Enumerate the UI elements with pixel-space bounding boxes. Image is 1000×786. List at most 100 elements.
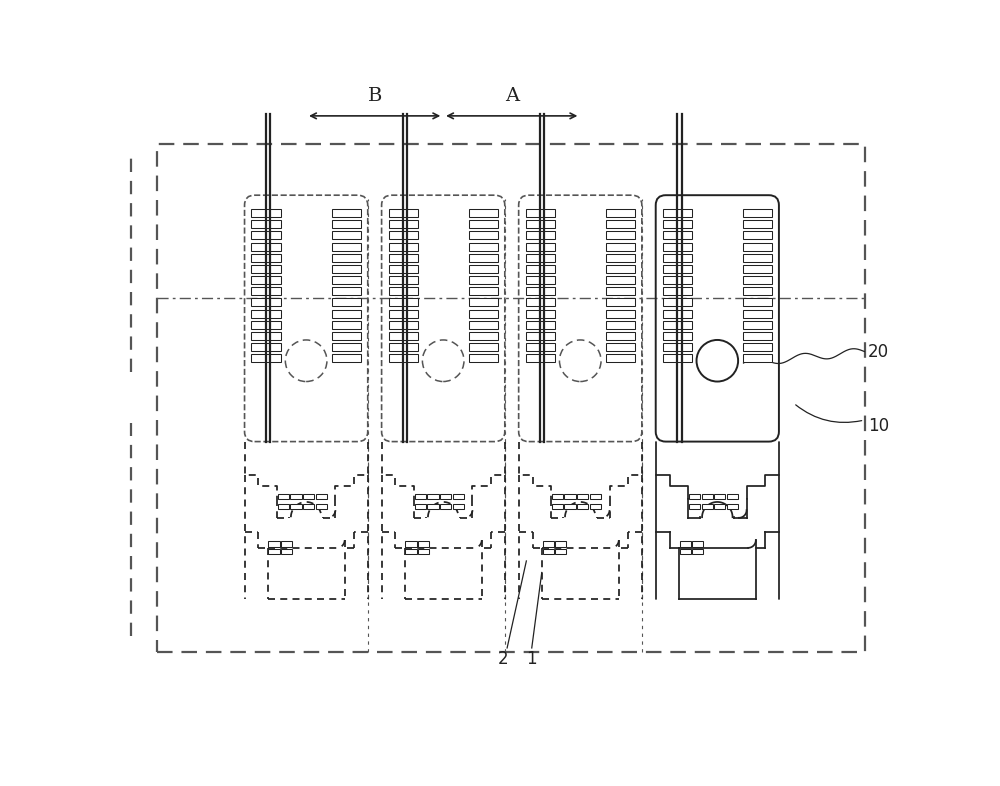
Bar [389, 231, 418, 240]
Bar [389, 287, 418, 296]
Bar [389, 321, 418, 329]
Bar [692, 541, 703, 547]
Bar [663, 220, 692, 228]
Bar [606, 299, 635, 307]
Bar [332, 332, 361, 340]
Bar [469, 265, 498, 273]
Bar [663, 243, 692, 251]
Bar [526, 243, 555, 251]
Bar [743, 332, 772, 340]
Bar [526, 332, 555, 340]
Bar [606, 243, 635, 251]
Bar [663, 299, 692, 307]
Bar [543, 549, 554, 554]
Bar [526, 231, 555, 240]
Bar [251, 231, 281, 240]
Bar [526, 299, 555, 307]
Bar [606, 276, 635, 284]
Bar [453, 494, 464, 499]
Bar [552, 494, 563, 499]
Bar [418, 541, 429, 547]
Bar [727, 504, 738, 509]
Bar [332, 343, 361, 351]
Bar [389, 276, 418, 284]
Bar [526, 254, 555, 262]
Bar [590, 504, 601, 509]
Bar [332, 265, 361, 273]
Bar [251, 332, 281, 340]
Bar [469, 321, 498, 329]
Bar [251, 287, 281, 296]
Bar [332, 243, 361, 251]
Bar [680, 541, 691, 547]
Bar [469, 231, 498, 240]
Bar [415, 494, 426, 499]
Bar [663, 332, 692, 340]
Bar [316, 504, 327, 509]
Bar [606, 354, 635, 362]
Bar [332, 220, 361, 228]
Bar [743, 265, 772, 273]
Bar [663, 321, 692, 329]
Bar [268, 541, 280, 547]
Bar [389, 243, 418, 251]
Bar [389, 310, 418, 318]
Bar [606, 231, 635, 240]
Bar [389, 332, 418, 340]
Bar [157, 144, 865, 652]
Bar [332, 354, 361, 362]
Bar [714, 494, 725, 499]
Bar [743, 243, 772, 251]
Bar [281, 549, 292, 554]
Bar [278, 494, 289, 499]
Bar [606, 321, 635, 329]
Text: 2: 2 [498, 651, 509, 669]
Bar [555, 541, 566, 547]
Bar [389, 265, 418, 273]
Bar [606, 265, 635, 273]
Bar [714, 504, 725, 509]
Bar [663, 310, 692, 318]
Bar [427, 504, 439, 509]
Bar [469, 243, 498, 251]
Bar [663, 287, 692, 296]
Bar [389, 343, 418, 351]
Bar [251, 220, 281, 228]
Bar [663, 254, 692, 262]
Bar [389, 299, 418, 307]
Text: 10: 10 [868, 417, 889, 435]
Bar [606, 254, 635, 262]
Bar [332, 209, 361, 217]
Bar [526, 343, 555, 351]
Bar [278, 504, 289, 509]
Bar [332, 310, 361, 318]
Bar [564, 504, 576, 509]
Bar [251, 299, 281, 307]
Bar [251, 254, 281, 262]
Bar [743, 209, 772, 217]
Bar [727, 494, 738, 499]
Bar [606, 343, 635, 351]
Bar [663, 354, 692, 362]
Bar [555, 549, 566, 554]
Bar [290, 494, 302, 499]
Bar [332, 299, 361, 307]
Bar [663, 343, 692, 351]
Bar [526, 321, 555, 329]
Bar [590, 494, 601, 499]
Bar [418, 549, 429, 554]
Bar [543, 541, 554, 547]
Bar [526, 287, 555, 296]
Bar [606, 287, 635, 296]
Bar [606, 332, 635, 340]
Bar [526, 220, 555, 228]
Bar [743, 343, 772, 351]
Bar [743, 254, 772, 262]
Text: 20: 20 [868, 343, 889, 361]
Bar [702, 504, 713, 509]
Bar [469, 209, 498, 217]
Bar [251, 354, 281, 362]
Bar [743, 354, 772, 362]
Bar [469, 276, 498, 284]
Bar [663, 231, 692, 240]
